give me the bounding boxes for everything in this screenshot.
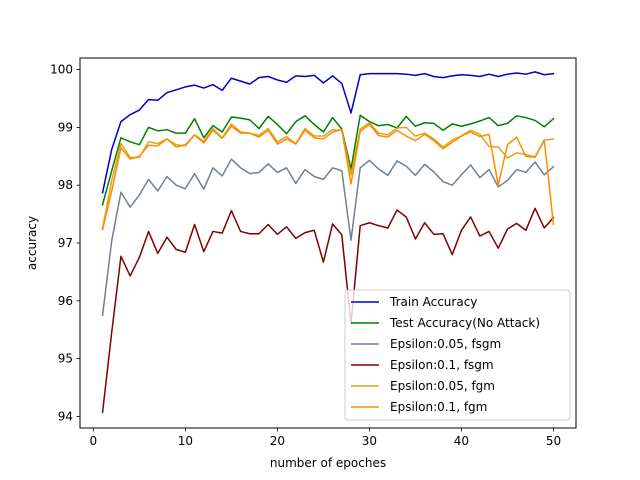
legend-label-2: Test Accuracy(No Attack) [389,316,540,330]
y-axis-label: accuracy [25,216,39,270]
y-tick-label: 95 [58,352,73,366]
x-tick-label: 20 [270,434,285,448]
legend-box [344,289,571,421]
series-line-3 [101,158,555,317]
x-tick-label: 30 [362,434,377,448]
y-tick-label: 98 [58,178,73,192]
x-tick-label: 0 [90,434,98,448]
legend: Train Accuracy Test Accuracy(No Attack) Ep… [344,289,571,421]
x-tick-label: 40 [454,434,469,448]
plot-lines [101,71,555,414]
y-axis: 94 95 96 97 98 99 100 [50,63,80,423]
y-tick-label: 94 [58,409,73,423]
y-tick-label: 99 [58,120,73,134]
series-line-1 [101,71,555,194]
series-line-6 [101,123,555,231]
legend-label-5: Epsilon:0.05, fgm [390,379,495,393]
y-tick-label: 96 [58,294,73,308]
legend-label-1: Train Accuracy [389,295,477,309]
x-axis-label: number of epoches [270,456,386,470]
series-line-5 [101,122,555,230]
x-tick-label: 10 [178,434,193,448]
legend-label-3: Epsilon:0.05, fsgm [390,337,501,351]
legend-label-6: Epsilon:0.1, fgm [390,400,487,414]
y-tick-label: 97 [58,236,73,250]
y-tick-label: 100 [50,63,73,77]
x-tick-label: 50 [546,434,561,448]
series-line-4 [101,207,555,414]
series-line-2 [101,114,555,206]
x-axis: 0 10 20 30 40 50 [90,428,561,448]
legend-label-4: Epsilon:0.1, fsgm [390,358,494,372]
